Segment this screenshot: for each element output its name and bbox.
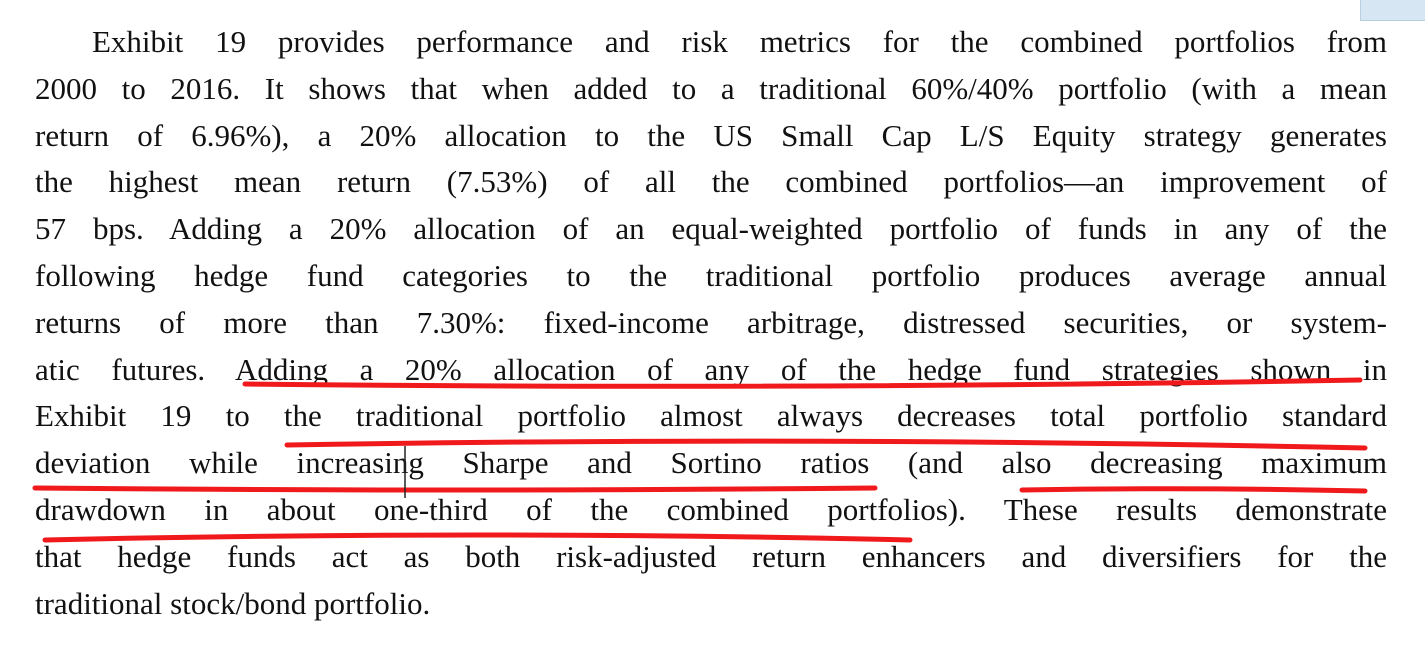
text-line: return of 6.96%), a 20% allocation to th… (35, 117, 1387, 153)
corner-widget (1360, 0, 1425, 21)
text-line: 57 bps. Adding a 20% allocation of an eq… (35, 211, 1387, 247)
text-line: traditional stock/bond portfolio. (35, 585, 431, 621)
text-line: Exhibit 19 to the traditional portfolio … (35, 398, 1387, 434)
text-line: that hedge funds act as both risk-adjust… (35, 538, 1387, 574)
text-line: Exhibit 19 provides performance and risk… (92, 24, 1387, 59)
text-line: the highest mean return (7.53%) of all t… (35, 164, 1387, 200)
text-line: returns of more than 7.30%: fixed-income… (35, 304, 1387, 340)
text-line: drawdown in about one-third of the combi… (35, 491, 1387, 527)
paragraph: Exhibit 19 provides performance and risk… (35, 19, 1387, 627)
text-line: deviation while increasing Sharpe and So… (35, 445, 1387, 481)
text-line: 2000 to 2016. It shows that when added t… (35, 70, 1387, 106)
text-line: atic futures. Adding a 20% allocation of… (35, 351, 1387, 387)
text-line: following hedge fund categories to the t… (35, 257, 1387, 293)
